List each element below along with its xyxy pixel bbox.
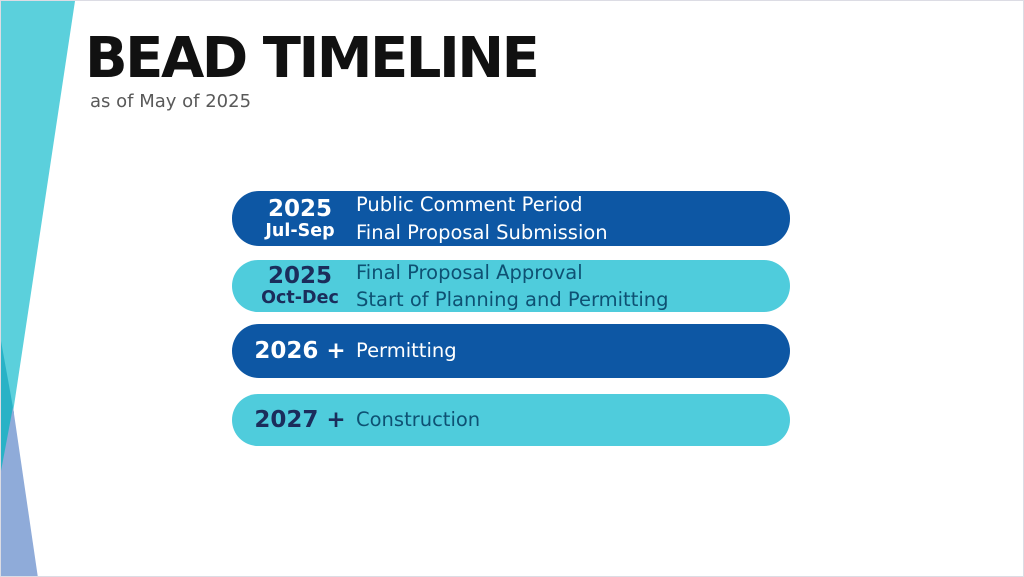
timeline-period: Oct-Dec [261,288,339,308]
timeline-description-line: Permitting [356,339,457,363]
timeline-description: Construction [356,406,480,434]
timeline-description: Public Comment Period Final Proposal Sub… [356,191,608,246]
timeline-description: Permitting [356,337,457,365]
timeline-bar-2025-oct-dec: 2025 Oct-Dec Final Proposal Approval Sta… [232,260,790,312]
timeline-year-column: 2025 Oct-Dec [254,264,346,308]
timeline-description-line: Construction [356,408,481,432]
timeline-year-column: 2026 + [254,339,346,363]
timeline-bar-2026-plus: 2026 + Permitting [232,324,790,378]
timeline-bar-2025-jul-sep: 2025 Jul-Sep Public Comment Period Final… [232,191,790,246]
timeline-description-line: Final Proposal Approval [356,260,583,284]
page-subtitle: as of May of 2025 [90,91,252,112]
timeline-description-line: Final Proposal Submission [356,220,608,244]
timeline-list: 2025 Jul-Sep Public Comment Period Final… [232,191,790,447]
page-title: BEAD TIMELINE [85,26,540,91]
slide-header: BEAD TIMELINE as of May of 2025 [85,26,540,113]
timeline-bar-2027-plus: 2027 + Construction [232,394,790,446]
timeline-period: Jul-Sep [265,220,335,241]
dark-teal-wedge-shape [1,341,14,481]
timeline-description: Final Proposal Approval Start of Plannin… [356,259,669,314]
left-decoration [1,1,75,576]
timeline-year-column: 2027 + [254,408,346,432]
timeline-year: 2025 [267,263,332,289]
timeline-year-column: 2025 Jul-Sep [254,197,346,241]
light-teal-wedge-shape [1,1,75,419]
timeline-description-line: Start of Planning and Permitting [356,288,669,311]
timeline-year: 2026 + [254,338,346,364]
timeline-year: 2027 + [254,407,346,433]
periwinkle-triangle-shape [1,407,38,576]
timeline-description-line: Public Comment Period [356,193,583,216]
timeline-year: 2025 [267,195,332,222]
